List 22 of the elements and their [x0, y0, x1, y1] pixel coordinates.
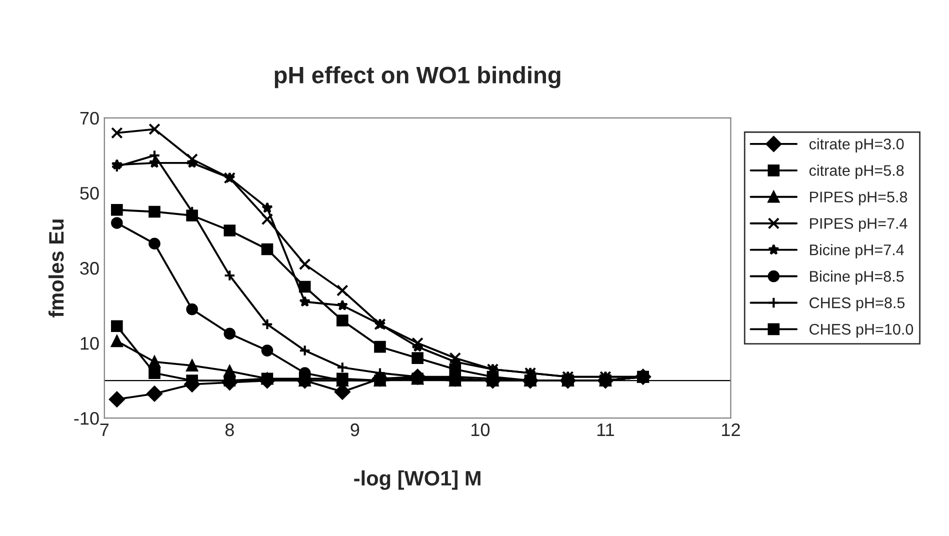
x-tick-label: 12	[722, 423, 740, 436]
legend-label: PIPES pH=5.8	[810, 192, 908, 206]
legend-label: CHES pH=10.0	[810, 324, 914, 338]
y-tick-label: 10	[80, 336, 99, 350]
legend-label: citrate pH=5.8	[809, 164, 904, 179]
y-tick-label: 50	[80, 186, 99, 200]
chart-title: pH effect on WO1 binding	[274, 66, 560, 88]
y-tick-label: -10	[74, 412, 99, 425]
x-axis-title: -log [WO1] M	[354, 470, 480, 490]
y-tick-label: 30	[80, 262, 99, 275]
x-tick-label: 7	[100, 424, 109, 436]
legend-label: Bicine pH=8.5	[810, 270, 904, 285]
x-tick-label: 11	[597, 424, 614, 436]
legend-label: PIPES pH=7.4	[810, 218, 908, 232]
x-tick-label: 10	[472, 423, 490, 436]
y-axis-title: fmoles Eu	[48, 220, 64, 318]
legend-label: Bicine pH=7.4	[810, 244, 904, 258]
x-tick-label: 8	[225, 423, 234, 436]
y-tick-label: 70	[80, 112, 99, 125]
x-tick-label: 9	[350, 423, 360, 436]
legend-label: citrate pH=3.0	[809, 138, 904, 152]
legend-label: CHES pH=8.5	[810, 297, 905, 312]
